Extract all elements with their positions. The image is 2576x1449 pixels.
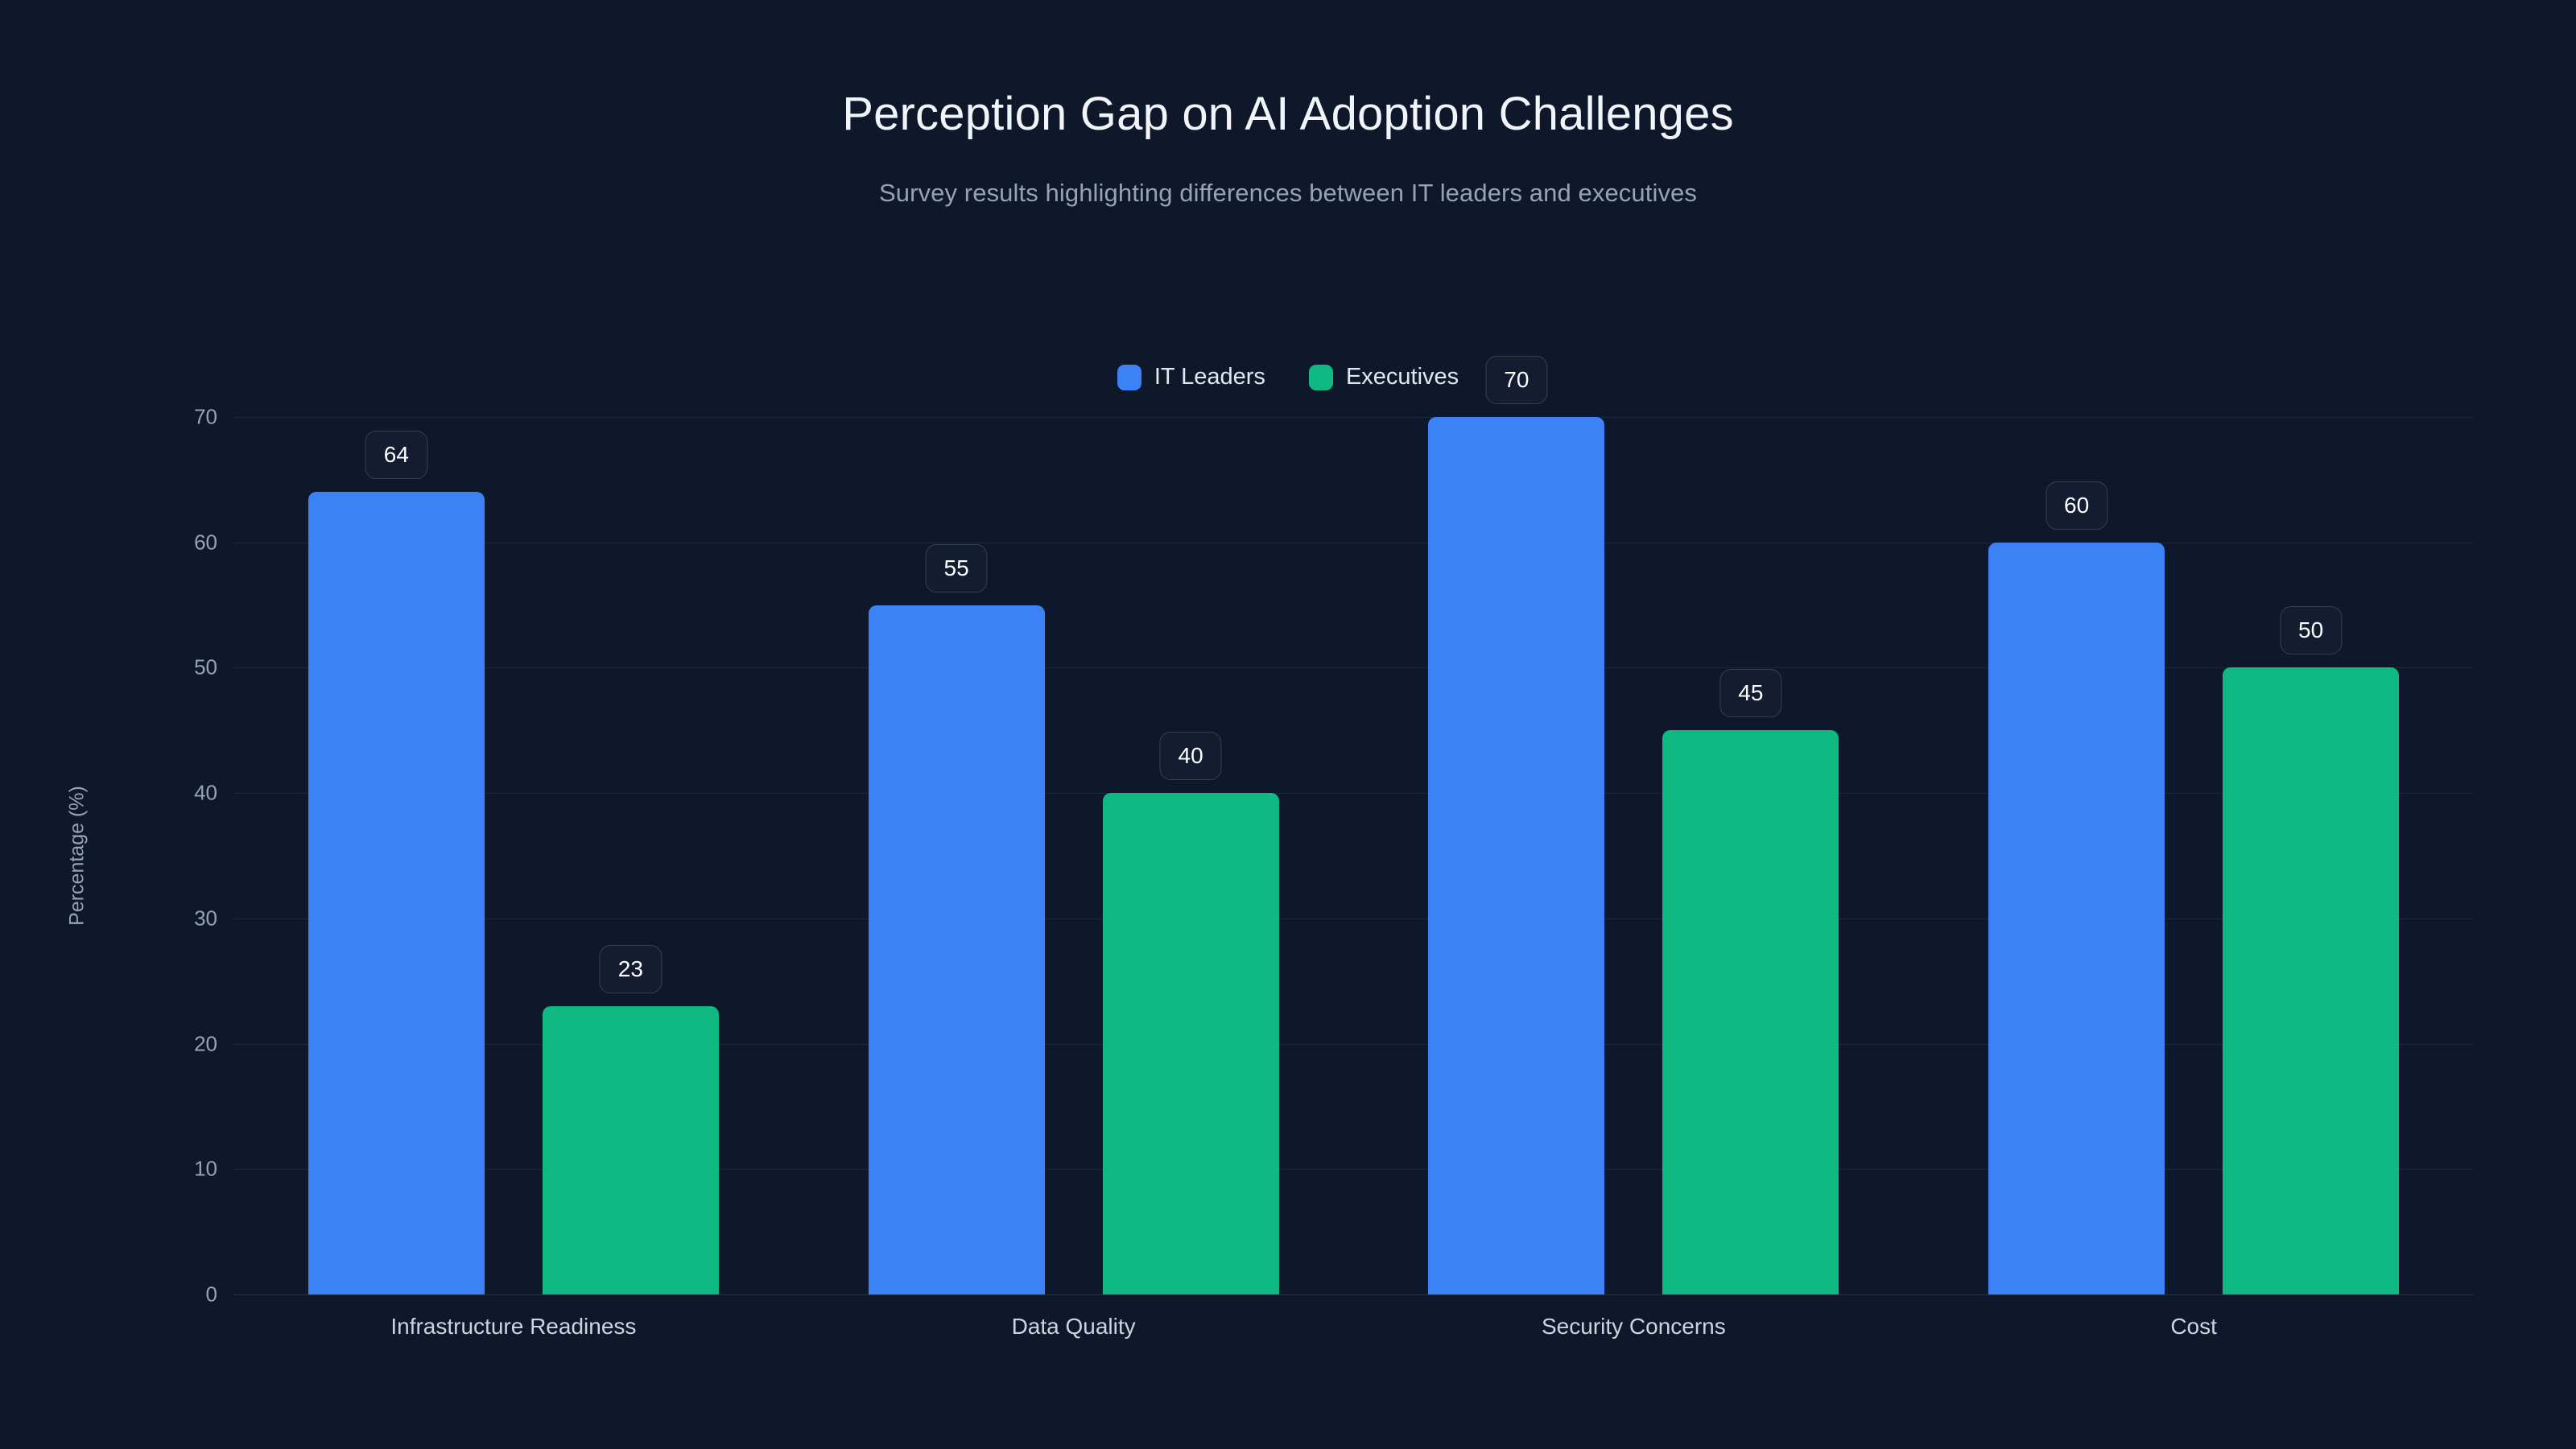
- legend-swatch-icon: [1117, 364, 1141, 390]
- legend-item-it-leaders[interactable]: IT Leaders: [1117, 364, 1265, 390]
- bar-value-badge: 55: [925, 543, 988, 592]
- gridline: [233, 1169, 2474, 1170]
- x-axis-category-label: Infrastructure Readiness: [390, 1314, 637, 1339]
- bar-value-badge: 64: [365, 431, 427, 480]
- bar[interactable]: [1662, 730, 1839, 1294]
- chart-title: Perception Gap on AI Adoption Challenges: [842, 88, 1734, 140]
- bar-value-badge: 45: [1719, 669, 1782, 718]
- legend-item-label: Executives: [1345, 364, 1459, 390]
- gridline: [233, 667, 2474, 669]
- x-axis-baseline: [233, 1294, 2474, 1295]
- y-axis-tick-label: 10: [194, 1156, 217, 1181]
- y-axis-tick-labels: 0 10 20 30 40 50 60 70: [145, 405, 217, 1307]
- bar[interactable]: [1428, 417, 1605, 1294]
- bar-value-badge: 50: [2280, 606, 2343, 655]
- gridline: [233, 417, 2474, 418]
- bar-value-badge: 60: [2046, 481, 2108, 530]
- y-axis-tick-label: 70: [194, 404, 217, 429]
- y-axis-tick-label: 50: [194, 654, 217, 679]
- bar-group: 64 23: [233, 417, 2474, 1294]
- x-axis-category-labels: Infrastructure Readiness Data Quality Secu…: [233, 1314, 2474, 1362]
- bar-group: 55 40: [233, 417, 2474, 1294]
- y-axis-title: Percentage (%): [65, 786, 89, 926]
- bar[interactable]: [868, 605, 1045, 1294]
- legend-item-label: IT Leaders: [1154, 364, 1265, 390]
- x-axis-category-label: Security Concerns: [1541, 1314, 1726, 1339]
- x-axis-category-label: Data Quality: [1011, 1314, 1136, 1339]
- y-axis-tick-label: 60: [194, 530, 217, 555]
- bar-group: 60 50: [233, 417, 2474, 1294]
- bar-value-badge: 23: [599, 944, 662, 993]
- x-axis-category-label: Cost: [2170, 1314, 2217, 1339]
- bar-value-badge: 40: [1159, 732, 1222, 781]
- y-axis-tick-label: 30: [194, 906, 217, 931]
- chart-header: Perception Gap on AI Adoption Challenges…: [0, 0, 2576, 208]
- bar[interactable]: [308, 492, 485, 1294]
- plot-area: [233, 417, 2474, 1295]
- bar[interactable]: [1988, 542, 2165, 1294]
- y-axis-tick-label: 20: [194, 1031, 217, 1056]
- bar[interactable]: [542, 1005, 719, 1294]
- bars-layer: 64 23 55 40 70 45 60 50: [233, 356, 2474, 1294]
- y-axis-tick-label: 40: [194, 780, 217, 805]
- gridline: [233, 793, 2474, 795]
- chart-subtitle: Survey results highlighting differences …: [879, 178, 1697, 207]
- chart-legend: IT Leaders Executives: [0, 364, 2576, 390]
- bar[interactable]: [2223, 667, 2400, 1294]
- gridline: [233, 1043, 2474, 1045]
- legend-swatch-icon: [1308, 364, 1333, 390]
- y-axis-tick-label: 0: [205, 1282, 217, 1307]
- bar-value-badge: 70: [1485, 356, 1548, 404]
- bar-group: 70 45: [233, 356, 2474, 1294]
- legend-item-executives[interactable]: Executives: [1308, 364, 1459, 390]
- bar[interactable]: [1102, 793, 1279, 1294]
